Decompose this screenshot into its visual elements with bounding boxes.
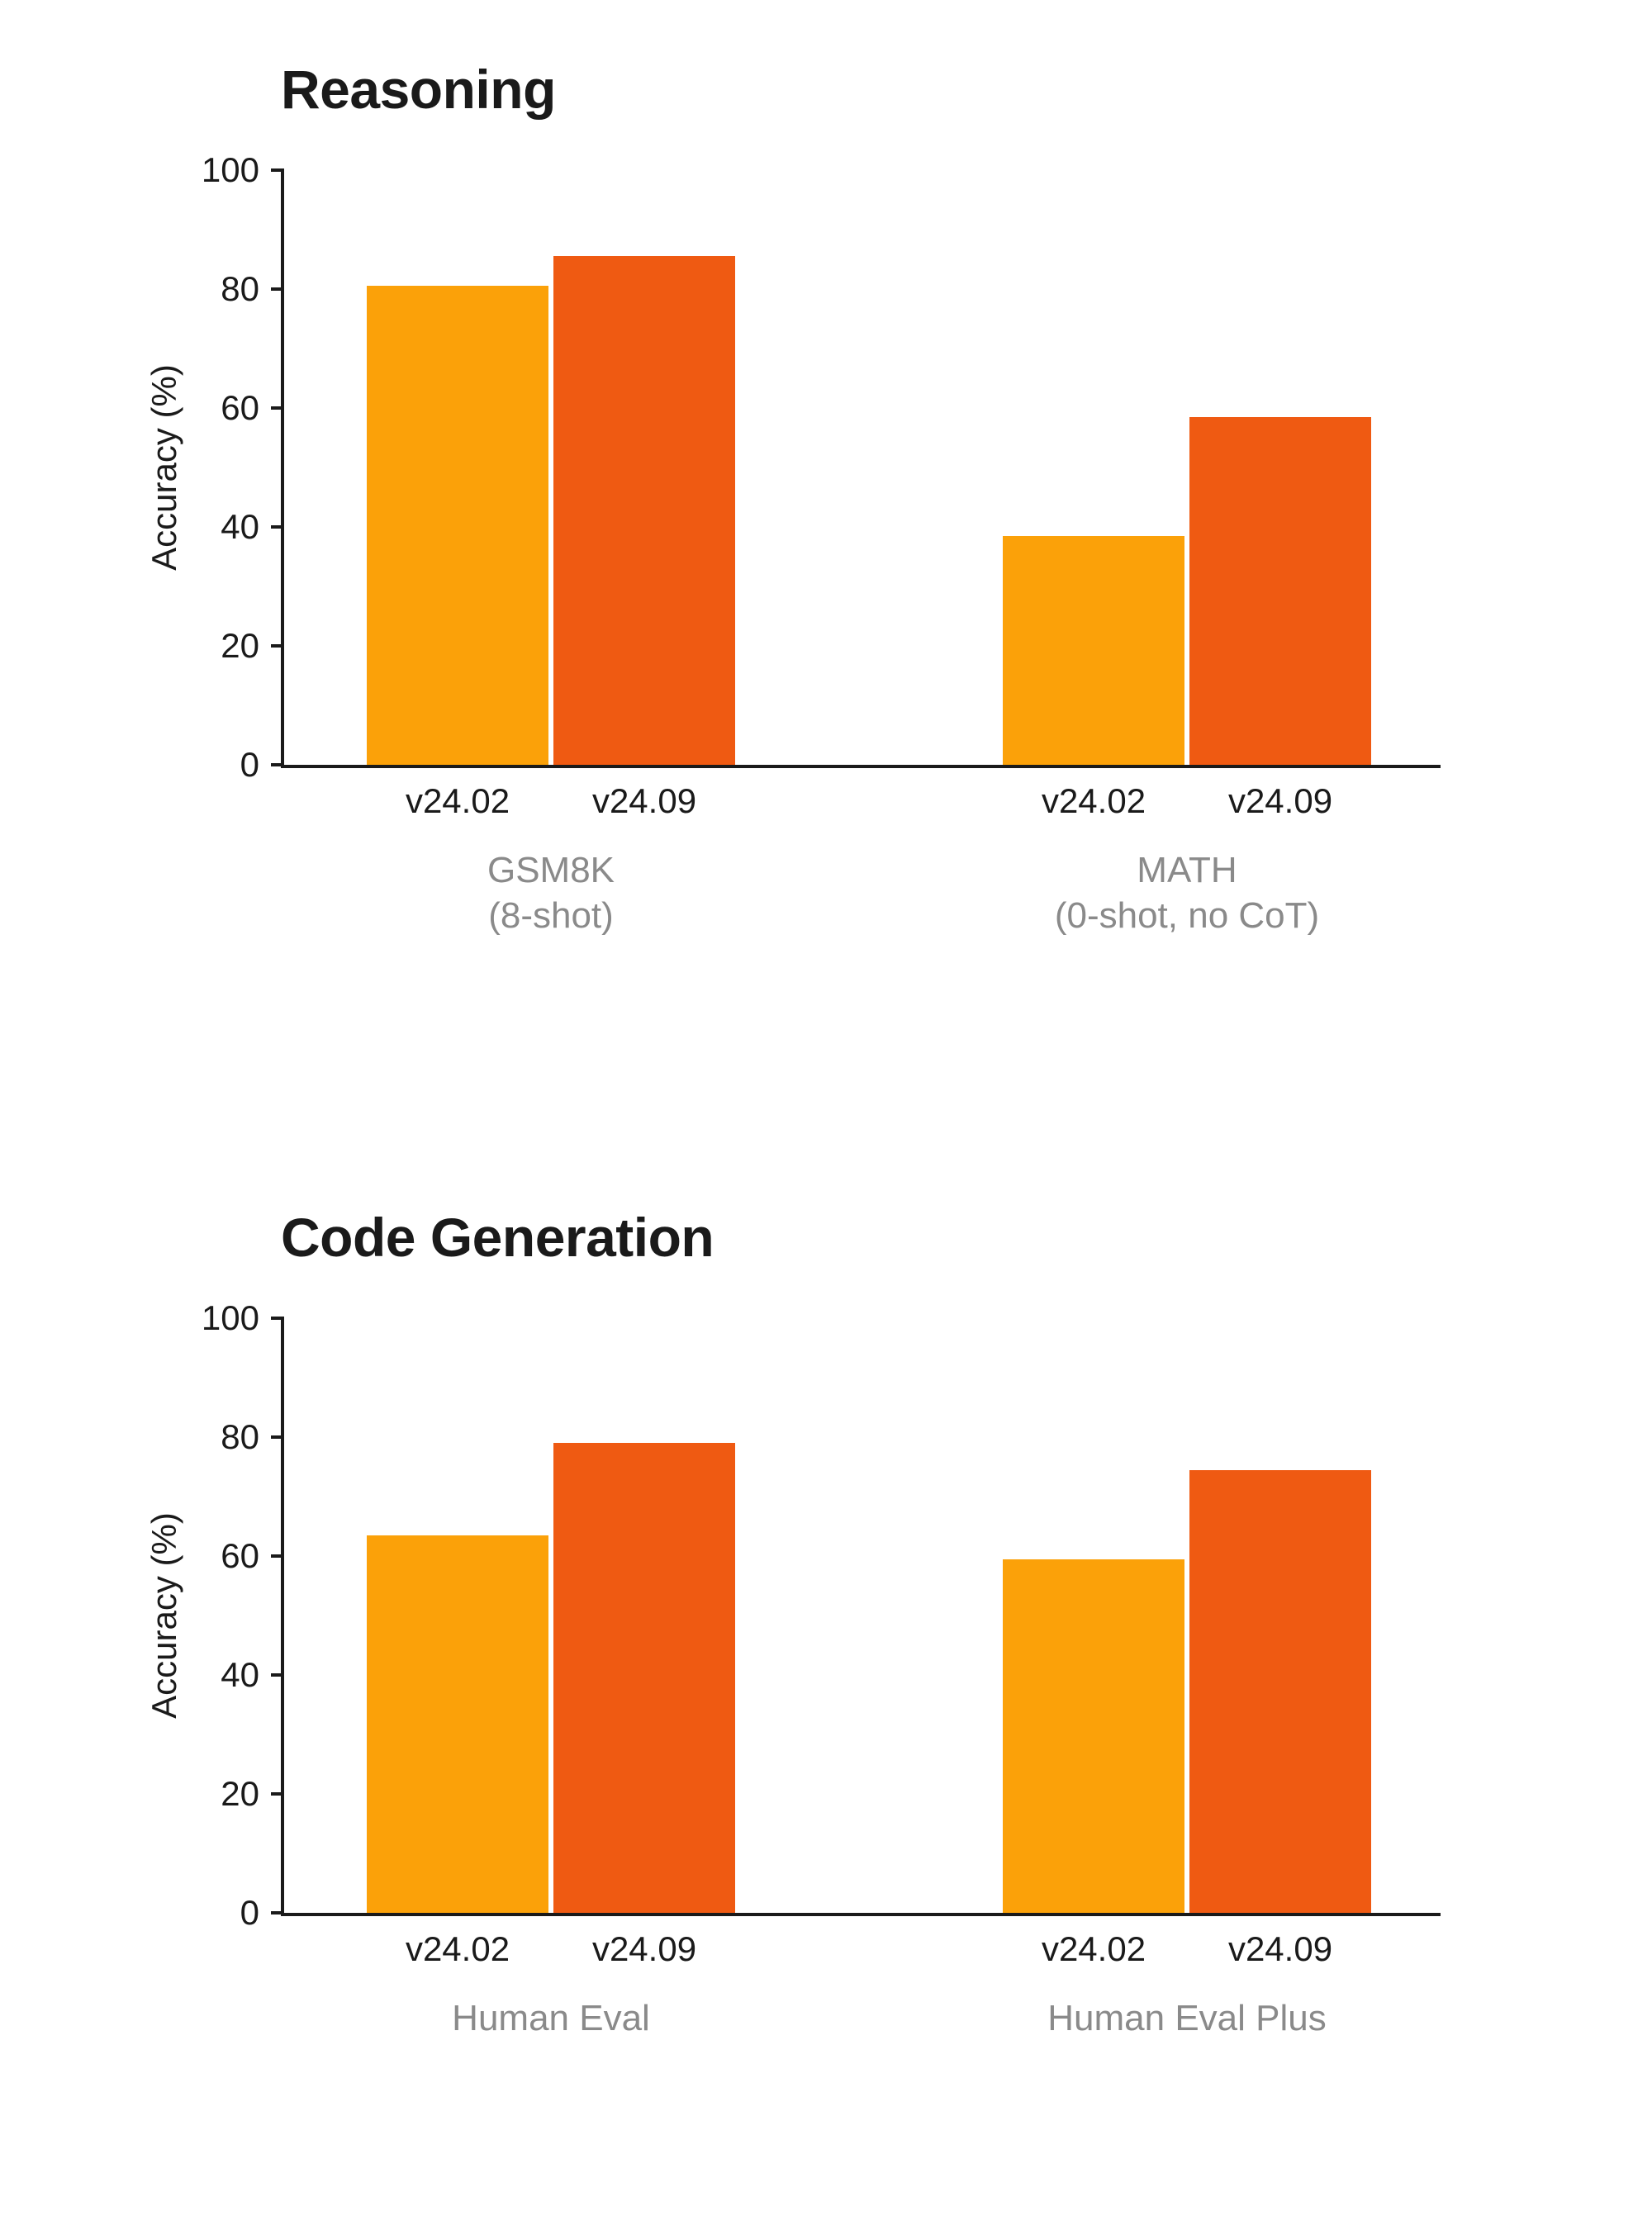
y-tick-label: 80 <box>221 269 259 309</box>
y-tick-label: 80 <box>221 1417 259 1457</box>
plot-area: Accuracy (%) 020406080100v24.02v24.09Hum… <box>281 1318 1441 1916</box>
group-label: Human Eval <box>452 1995 650 2041</box>
bar <box>367 286 548 765</box>
y-axis-label-wrap: Accuracy (%) <box>140 170 189 765</box>
y-axis-label: Accuracy (%) <box>145 1512 184 1719</box>
page: Reasoning Accuracy (%) 020406080100v24.0… <box>0 0 1652 2230</box>
bar <box>367 1535 548 1913</box>
group-label: GSM8K (8-shot) <box>487 847 615 938</box>
y-tick <box>271 406 284 410</box>
chart-title: Code Generation <box>281 1206 1487 1269</box>
plot-area: Accuracy (%) 020406080100v24.02v24.09GSM… <box>281 170 1441 768</box>
bar <box>1189 1470 1371 1913</box>
y-tick <box>271 1911 284 1914</box>
y-tick-label: 20 <box>221 626 259 666</box>
y-tick <box>271 763 284 766</box>
y-tick <box>271 525 284 529</box>
series-label: v24.09 <box>592 1929 696 1969</box>
y-tick <box>271 168 284 172</box>
y-axis-label: Accuracy (%) <box>145 364 184 571</box>
y-tick-label: 0 <box>240 1893 259 1933</box>
y-tick-label: 60 <box>221 1536 259 1576</box>
y-axis-label-wrap: Accuracy (%) <box>140 1318 189 1913</box>
y-tick-label: 0 <box>240 745 259 785</box>
y-tick <box>271 1317 284 1320</box>
series-label: v24.02 <box>1042 781 1146 821</box>
series-label: v24.09 <box>1228 1929 1332 1969</box>
series-label: v24.02 <box>406 781 510 821</box>
bar <box>553 256 735 765</box>
y-tick-label: 40 <box>221 1655 259 1695</box>
y-tick <box>271 287 284 291</box>
group-label: Human Eval Plus <box>1047 1995 1326 2041</box>
chart-panel-code-generation: Code Generation Accuracy (%) 02040608010… <box>165 1206 1487 1916</box>
series-label: v24.02 <box>406 1929 510 1969</box>
chart-panel-reasoning: Reasoning Accuracy (%) 020406080100v24.0… <box>165 58 1487 768</box>
y-tick <box>271 1435 284 1439</box>
bar <box>1003 536 1184 765</box>
series-label: v24.09 <box>1228 781 1332 821</box>
series-label: v24.09 <box>592 781 696 821</box>
y-tick <box>271 1673 284 1677</box>
bar <box>1189 417 1371 765</box>
y-tick <box>271 644 284 648</box>
y-tick <box>271 1792 284 1796</box>
y-tick-label: 100 <box>202 150 259 190</box>
y-tick-label: 20 <box>221 1774 259 1814</box>
y-tick <box>271 1554 284 1558</box>
chart-title: Reasoning <box>281 58 1487 121</box>
y-tick-label: 100 <box>202 1298 259 1338</box>
bar <box>553 1443 735 1913</box>
y-tick-label: 60 <box>221 388 259 428</box>
y-tick-label: 40 <box>221 507 259 547</box>
group-label: MATH (0-shot, no CoT) <box>1055 847 1319 938</box>
series-label: v24.02 <box>1042 1929 1146 1969</box>
bar <box>1003 1559 1184 1913</box>
